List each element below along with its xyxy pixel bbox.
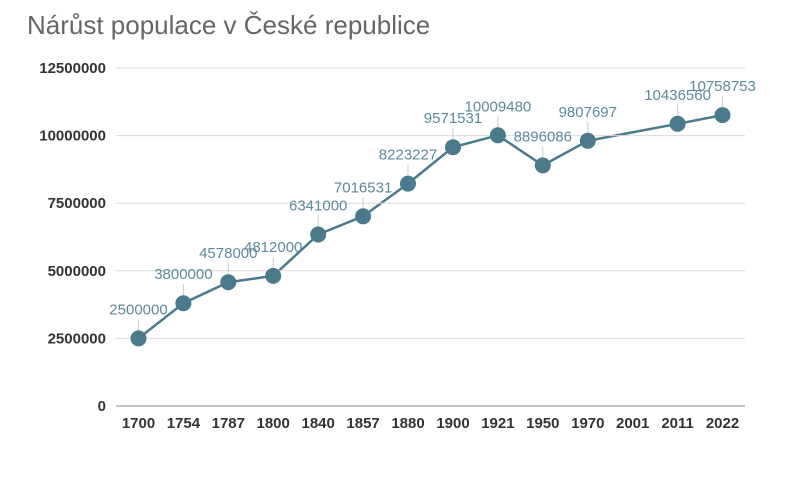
svg-text:1970: 1970 — [571, 415, 604, 432]
svg-text:1754: 1754 — [167, 415, 201, 432]
svg-text:10009480: 10009480 — [465, 98, 532, 115]
svg-text:5000000: 5000000 — [48, 263, 106, 280]
svg-text:2500000: 2500000 — [48, 330, 106, 347]
svg-text:6341000: 6341000 — [289, 198, 347, 215]
svg-text:4812000: 4812000 — [244, 239, 302, 256]
svg-text:2011: 2011 — [661, 415, 694, 432]
svg-text:7016531: 7016531 — [334, 179, 392, 196]
svg-text:1900: 1900 — [436, 415, 469, 432]
svg-text:1787: 1787 — [212, 415, 245, 432]
svg-text:2022: 2022 — [706, 415, 739, 432]
svg-text:8896086: 8896086 — [514, 128, 572, 145]
svg-text:0: 0 — [98, 398, 106, 415]
svg-text:2001: 2001 — [616, 415, 649, 432]
svg-text:1800: 1800 — [257, 415, 290, 432]
svg-text:8223227: 8223227 — [379, 147, 437, 164]
svg-text:7500000: 7500000 — [48, 195, 106, 212]
svg-text:1857: 1857 — [346, 415, 379, 432]
svg-text:12500000: 12500000 — [39, 60, 106, 77]
svg-text:10758753: 10758753 — [689, 78, 756, 95]
svg-text:2500000: 2500000 — [109, 301, 167, 318]
svg-text:1921: 1921 — [481, 415, 514, 432]
svg-text:3800000: 3800000 — [154, 266, 212, 283]
svg-text:9807697: 9807697 — [559, 104, 617, 121]
svg-text:1950: 1950 — [526, 415, 559, 432]
svg-text:10000000: 10000000 — [39, 128, 106, 145]
svg-text:1700: 1700 — [122, 415, 155, 432]
svg-text:1880: 1880 — [391, 415, 424, 432]
svg-text:1840: 1840 — [302, 415, 335, 432]
